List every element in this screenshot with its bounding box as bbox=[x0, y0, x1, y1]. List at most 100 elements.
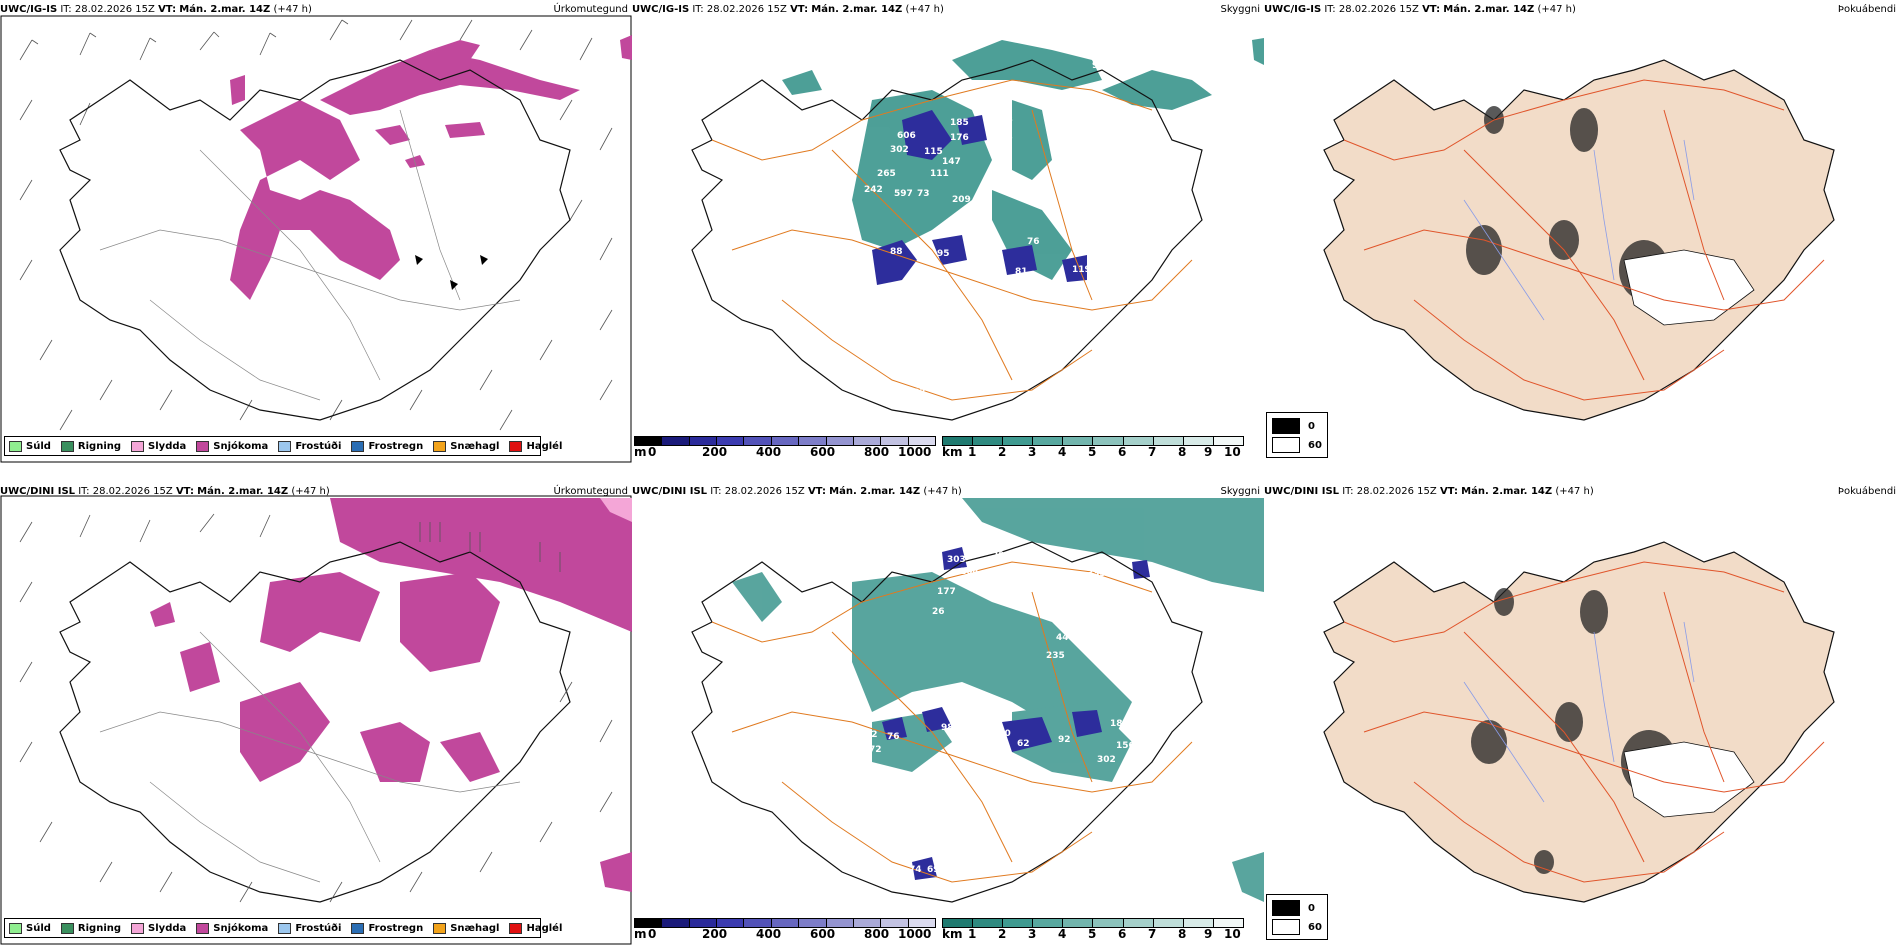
visibility-scale: km 1 2 3 4 5 6 7 8 9 10 bbox=[942, 436, 1244, 459]
wind-barbs bbox=[19, 513, 613, 903]
roads bbox=[1343, 561, 1825, 883]
cloud-label: 100 bbox=[992, 729, 1011, 739]
cloud-label: 291 bbox=[992, 551, 1011, 561]
cloud-label: 209 bbox=[952, 195, 971, 205]
cloud-label: 41 bbox=[907, 365, 920, 375]
coastline bbox=[691, 59, 1203, 421]
fog-white-area bbox=[1623, 741, 1755, 818]
cloud-label: 303 bbox=[947, 555, 966, 565]
legend-swatch bbox=[60, 440, 74, 452]
cloud-label: 35 bbox=[780, 145, 793, 155]
wind-barbs bbox=[19, 19, 613, 431]
panel-type-label: Úrkomutegund bbox=[553, 4, 628, 15]
cloud-label: 242 bbox=[864, 185, 883, 195]
cloud-label: 76 bbox=[1042, 609, 1055, 619]
cloud-label: 73 bbox=[847, 297, 860, 307]
lead-time: (+47 h) bbox=[291, 486, 330, 497]
fog-legend-swatch bbox=[1272, 900, 1300, 916]
model-name: UWC/DINI ISL bbox=[1264, 486, 1340, 497]
legend-item: Haglél bbox=[509, 922, 562, 934]
cloud-label: 235 bbox=[1046, 651, 1065, 661]
cloud-label: 238 bbox=[994, 115, 1013, 125]
panel-title: UWC/DINI ISL IT: 28.02.2026 15Z VT: Mán.… bbox=[1264, 486, 1594, 497]
precip-panel-2: UWC/DINI ISL IT: 28.02.2026 15Z VT: Mán.… bbox=[0, 482, 632, 950]
legend-swatch bbox=[131, 440, 145, 452]
fog-legend: 0 60 bbox=[1266, 894, 1328, 940]
cloud-label: 115 bbox=[924, 147, 943, 157]
coastline bbox=[59, 59, 571, 421]
cloud-label: 62 bbox=[1017, 739, 1030, 749]
init-time: 28.02.2026 15Z bbox=[706, 4, 787, 15]
legend-swatch bbox=[9, 440, 22, 452]
cloud-label: 176 bbox=[950, 133, 969, 143]
cloud-label: 111 bbox=[930, 169, 949, 179]
cloud-map: 303 291 204 335 177 26 76 446 235 98 52 … bbox=[691, 498, 1264, 903]
cloud-panel-1: UWC/IG-IS IT: 28.02.2026 15Z VT: Mán. 2.… bbox=[632, 0, 1264, 465]
legend-item: Súld bbox=[9, 922, 51, 934]
panel-title: UWC/IG-IS IT: 28.02.2026 15Z VT: Mán. 2.… bbox=[632, 4, 944, 15]
cloud-label: 52 bbox=[865, 730, 878, 740]
cloud-label: 204 bbox=[960, 567, 979, 577]
lead-time: (+47 h) bbox=[1537, 4, 1576, 15]
valid-time: Mán. 2.mar. 14Z bbox=[829, 486, 921, 497]
lead-time: (+47 h) bbox=[923, 486, 962, 497]
legend-item: Snjókoma bbox=[196, 440, 268, 452]
legend-item: Frostúði bbox=[278, 922, 341, 934]
legend-swatch bbox=[278, 922, 292, 934]
rivers bbox=[1463, 139, 1695, 321]
visibility-scale-bar bbox=[942, 918, 1244, 928]
legend-swatch bbox=[196, 922, 210, 934]
model-name: UWC/IG-IS bbox=[0, 4, 58, 15]
cloud-label: 74 bbox=[909, 865, 922, 875]
valid-time: Mán. 2.mar. 14Z bbox=[811, 4, 903, 15]
legend-swatch bbox=[278, 440, 292, 452]
init-time: 28.02.2026 15Z bbox=[724, 486, 805, 497]
cloud-label: 73 bbox=[917, 189, 930, 199]
cloud-label: 26 bbox=[932, 607, 945, 617]
teal-cloud-areas bbox=[782, 38, 1264, 280]
visibility-scale: km 1 2 3 4 5 6 7 8 9 10 bbox=[942, 918, 1244, 941]
valid-time: Mán. 2.mar. 14Z bbox=[1443, 4, 1535, 15]
model-name: UWC/DINI ISL bbox=[0, 486, 76, 497]
legend-item: Snæhagl bbox=[433, 922, 499, 934]
cloud-label: 69 bbox=[927, 865, 940, 875]
cloud-label: 109 bbox=[1143, 627, 1162, 637]
legend-item: Snæhagl bbox=[433, 440, 499, 452]
cloud-label: 597 bbox=[894, 189, 913, 199]
cloud-label: 95 bbox=[937, 249, 950, 259]
valid-time: Mán. 2.mar. 14Z bbox=[197, 486, 289, 497]
fog-legend-swatch bbox=[1272, 437, 1300, 453]
model-name: UWC/IG-IS bbox=[632, 4, 690, 15]
panel-type-label: Þokuábendi bbox=[1837, 4, 1896, 15]
fog-legend-swatch bbox=[1272, 418, 1300, 434]
cloud-label: 76 bbox=[887, 732, 900, 742]
black-markers bbox=[415, 255, 488, 290]
legend-item: Frostúði bbox=[278, 440, 341, 452]
init-time: 28.02.2026 15Z bbox=[1356, 486, 1437, 497]
cloud-labels: 910 606 302 185 238 176 255 115 147 35 2… bbox=[780, 61, 1111, 398]
panel-title: UWC/IG-IS IT: 28.02.2026 15Z VT: Mán. 2.… bbox=[1264, 4, 1576, 15]
cloud-label: 92 bbox=[1058, 735, 1071, 745]
model-name: UWC/DINI ISL bbox=[632, 486, 708, 497]
init-time: 28.02.2026 15Z bbox=[74, 4, 155, 15]
legend-item: Rigning bbox=[60, 440, 121, 452]
legend-swatch bbox=[9, 922, 22, 934]
fog-map bbox=[1323, 541, 1835, 903]
height-scale-bar bbox=[634, 436, 936, 446]
legend-item: Slydda bbox=[131, 440, 186, 452]
roads bbox=[711, 561, 1193, 883]
height-scale: m 0 200 400 600 800 1000 bbox=[634, 436, 936, 459]
cloud-label: 177 bbox=[937, 587, 956, 597]
panel-title: UWC/DINI ISL IT: 28.02.2026 15Z VT: Mán.… bbox=[0, 486, 330, 497]
cloud-map: 910 606 302 185 238 176 255 115 147 35 2… bbox=[691, 38, 1264, 421]
cloud-label: 446 bbox=[1056, 633, 1075, 643]
panel-type-label: Þokuábendi bbox=[1837, 486, 1896, 497]
roads bbox=[711, 79, 1193, 401]
height-scale-bar bbox=[634, 918, 936, 928]
snow-areas bbox=[230, 35, 632, 300]
panel-type-label: Skyggni bbox=[1220, 486, 1260, 497]
precip-legend: Súld Rigning Slydda Snjókoma Frostúði Fr… bbox=[4, 918, 562, 938]
legend-item: Slydda bbox=[131, 922, 186, 934]
coastline bbox=[59, 541, 571, 903]
visibility-scale-bar bbox=[942, 436, 1244, 446]
